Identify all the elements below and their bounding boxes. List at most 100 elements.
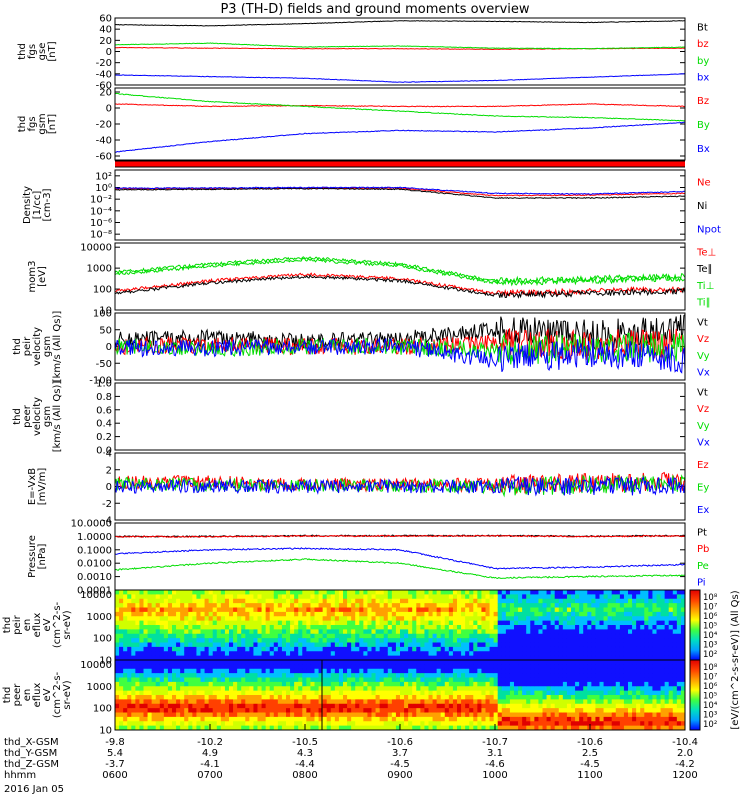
spectrogram-cell <box>318 638 324 643</box>
spectrogram-cell <box>619 695 625 700</box>
spectrogram-cell <box>359 651 364 657</box>
spectrogram-cell <box>326 607 332 613</box>
spectrogram-cell <box>497 625 503 630</box>
spectrogram-cell <box>583 681 588 687</box>
spectrogram-cell <box>575 673 580 678</box>
spectrogram-cell <box>457 703 462 709</box>
spectrogram-cell <box>628 660 633 665</box>
spectrogram-cell <box>412 673 417 678</box>
spectrogram-cell <box>501 607 507 613</box>
spectrogram-cell <box>404 668 409 674</box>
spectrogram-cell <box>167 642 173 648</box>
spectrogram-cell <box>408 616 413 622</box>
spectrogram-cell <box>599 712 604 718</box>
spectrogram-cell <box>599 703 604 709</box>
spectrogram-cell <box>172 607 177 613</box>
spectrogram-cell <box>611 642 617 648</box>
spectrogram-cell <box>359 725 364 730</box>
spectrogram-cell <box>672 611 678 617</box>
spectrogram-cell <box>619 603 625 608</box>
spectrogram-cell <box>436 686 442 692</box>
spectrogram-cell <box>416 699 421 705</box>
spectrogram-cell <box>326 620 332 626</box>
spectrogram-cell <box>432 686 438 692</box>
spectrogram-cell <box>465 660 470 665</box>
spectrogram-cell <box>371 646 376 652</box>
spectrogram-cell <box>636 660 641 665</box>
spectrogram-cell <box>220 725 226 730</box>
spectrogram-cell <box>420 695 425 700</box>
spectrogram-cell <box>583 598 588 604</box>
spectrogram-cell <box>326 598 332 604</box>
spectrogram-cell <box>343 611 348 617</box>
spectrogram-cell <box>131 646 136 652</box>
spectrogram-cell <box>204 633 210 639</box>
series-Ne <box>115 186 685 197</box>
colorbar-tick: 10² <box>703 720 717 730</box>
spectrogram-cell <box>180 633 185 639</box>
spectrogram-cell <box>640 616 645 622</box>
spectrogram-cell <box>123 620 128 626</box>
spectrogram-cell <box>387 629 393 635</box>
spectrogram-cell <box>432 620 438 626</box>
spectrogram-cell <box>326 611 332 617</box>
ylabel-line: sr-eV) <box>62 680 73 709</box>
spectrogram-cell <box>412 616 417 622</box>
x-row-label: hhmm <box>4 770 36 781</box>
spectrogram-cell <box>640 642 645 648</box>
spectrogram-cell <box>493 655 499 660</box>
spectrogram-cell <box>347 686 352 692</box>
spectrogram-cell <box>583 633 588 639</box>
spectrogram-cell <box>461 616 466 622</box>
spectrogram-cell <box>383 677 389 683</box>
spectrogram-cell <box>343 716 348 722</box>
spectrogram-cell <box>208 716 214 722</box>
spectrogram-cell <box>237 590 242 595</box>
spectrogram-cell <box>204 603 210 608</box>
spectrogram-cell <box>184 664 189 670</box>
spectrogram-cell <box>526 690 531 696</box>
spectrogram-cell <box>534 695 539 700</box>
spectrogram-cell <box>338 616 344 622</box>
spectrogram-cell <box>473 695 478 700</box>
spectrogram-cell <box>469 633 474 639</box>
spectrogram-cell <box>249 655 254 660</box>
spectrogram-cell <box>180 673 185 678</box>
spectrogram-cell <box>505 590 511 595</box>
spectrogram-cell <box>290 673 295 678</box>
spectrogram-cell <box>208 598 214 604</box>
spectrogram-cell <box>412 677 417 683</box>
spectrogram-cell <box>518 703 523 709</box>
spectrogram-cell <box>371 633 376 639</box>
spectrogram-cell <box>481 686 486 692</box>
spectrogram-cell <box>591 620 596 626</box>
spectrogram-cell <box>652 646 657 652</box>
spectrogram-cell <box>147 603 153 608</box>
spectrogram-cell <box>131 611 136 617</box>
spectrogram-cell <box>416 629 421 635</box>
spectrogram-cell <box>400 620 405 626</box>
spectrogram-cell <box>192 633 197 639</box>
spectrogram-cell <box>497 708 503 713</box>
spectrogram-cell <box>302 677 307 683</box>
spectrogram-cell <box>436 616 442 622</box>
spectrogram-cell <box>180 598 185 604</box>
spectrogram-cell <box>204 668 210 674</box>
spectrogram-cell <box>505 660 511 665</box>
spectrogram-cell <box>200 690 205 696</box>
spectrogram-cell <box>632 712 637 718</box>
spectrogram-cell <box>208 686 214 692</box>
spectrogram-cell <box>224 677 230 683</box>
spectrogram-cell <box>343 590 348 595</box>
spectrogram-cell <box>135 668 140 674</box>
spectrogram-cell <box>318 607 324 613</box>
spectrogram-cell <box>518 603 523 608</box>
spectrogram-cell <box>656 616 661 622</box>
spectrogram-cell <box>391 594 397 600</box>
spectrogram-cell <box>457 664 462 670</box>
spectrogram-cell <box>493 607 499 613</box>
spectrogram-cell <box>131 699 136 705</box>
spectrogram-cell <box>359 664 364 670</box>
spectrogram-cell <box>391 716 397 722</box>
spectrogram-cell <box>172 686 177 692</box>
